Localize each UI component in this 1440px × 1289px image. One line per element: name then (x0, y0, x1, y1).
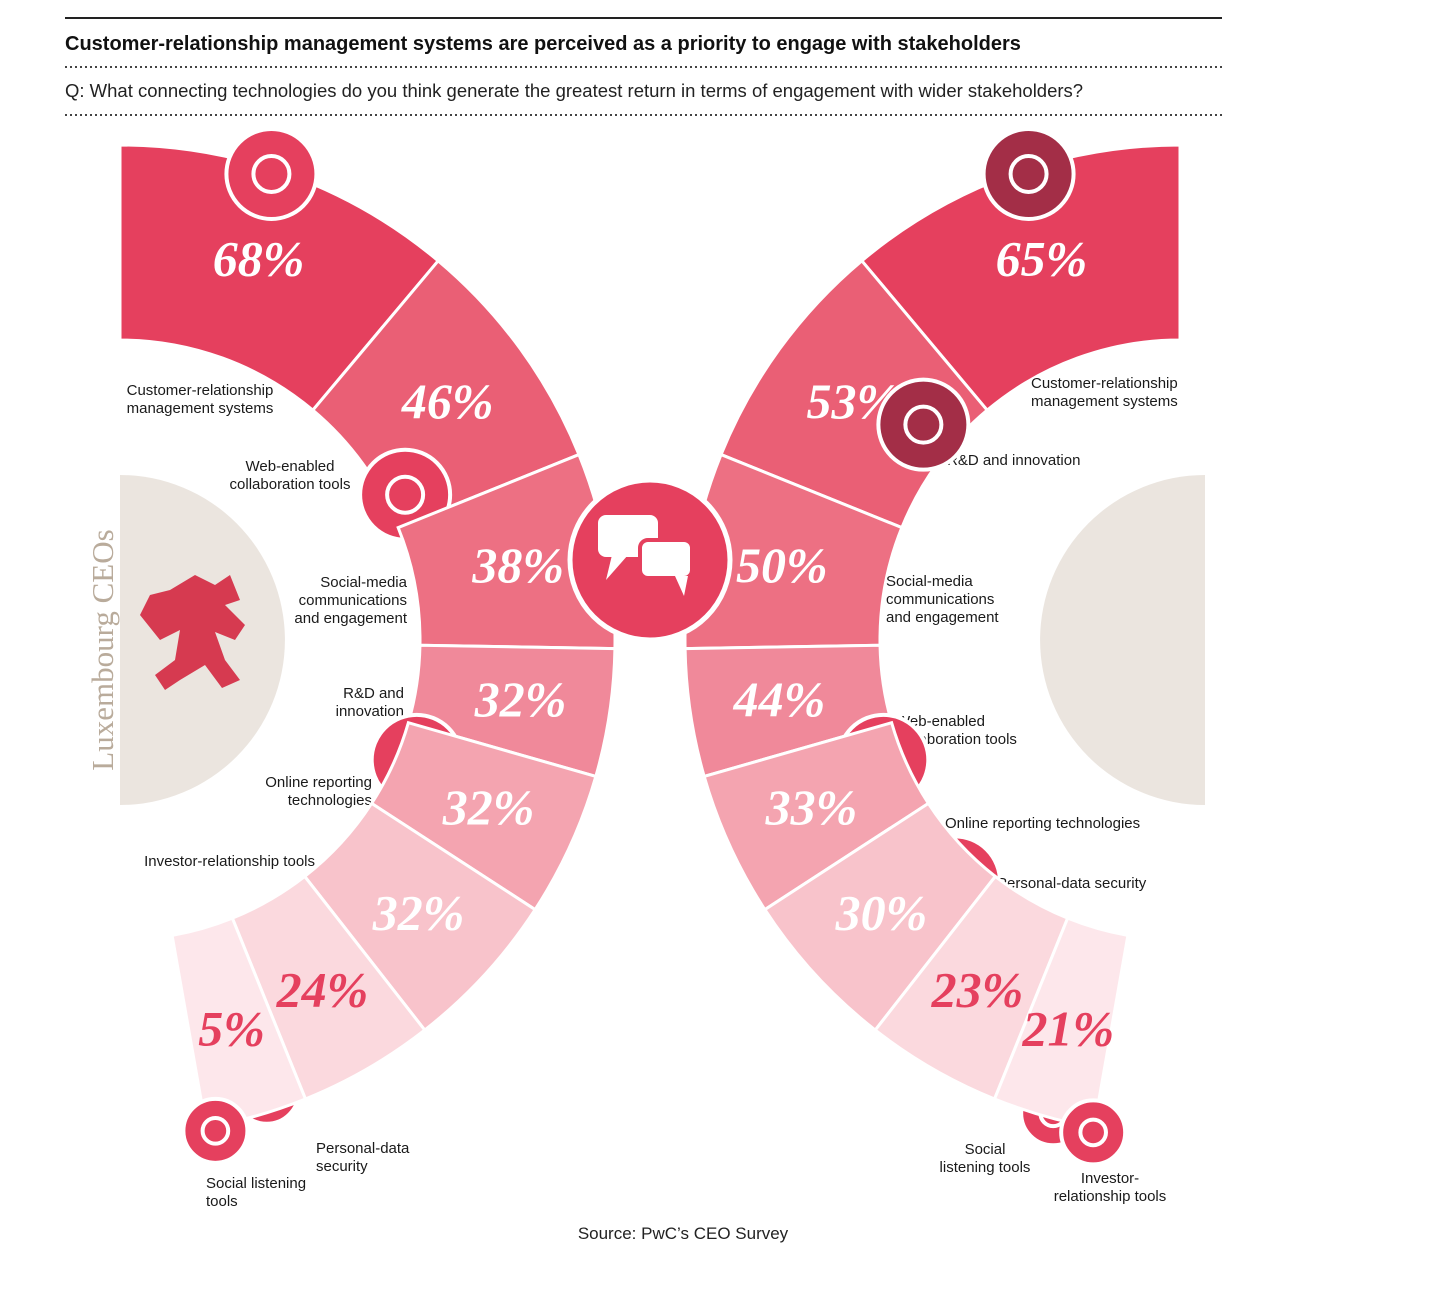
label-line: Social (965, 1141, 1006, 1158)
label-line: management systems (127, 400, 274, 417)
label-line: Investor-relationship tools (144, 853, 315, 870)
segment (170, 916, 308, 1130)
label-line: Social listening (206, 1175, 306, 1192)
label-line: listening tools (940, 1159, 1031, 1176)
label-line: innovation (336, 703, 404, 720)
icon-glyph (1008, 153, 1049, 194)
label-line: R&D and (343, 685, 404, 702)
lion (140, 575, 245, 690)
right-half-circle (1040, 475, 1205, 805)
item-label: Personal-data security (997, 875, 1147, 892)
item-label: Investor-relationship tools (1054, 1170, 1167, 1205)
label-line: Social-media (320, 574, 407, 591)
percentage: 32% (442, 779, 535, 835)
icon-glyph (1078, 1117, 1108, 1148)
label-line: security (316, 1158, 368, 1175)
item-label: Personal-data security (316, 1140, 410, 1175)
percentage: 38% (471, 537, 564, 593)
percentage: 33% (765, 779, 858, 835)
segment (992, 916, 1130, 1130)
icon-glyph (200, 1116, 231, 1146)
source: Source: PwC’s CEO Survey (578, 1224, 789, 1243)
icon (224, 126, 319, 221)
percentage: 44% (733, 671, 826, 727)
percentage: 68% (213, 230, 305, 286)
label-line: communications (299, 592, 407, 609)
percentage: 65% (996, 230, 1088, 286)
title: Customer-relationship management systems… (65, 33, 1021, 55)
label-line: Customer-relationship (127, 382, 274, 399)
label-line: and engagement (886, 609, 999, 626)
icon-circle (1059, 1098, 1128, 1167)
icon-glyph (251, 153, 292, 194)
icon (876, 377, 971, 472)
label-line: tools (206, 1193, 238, 1210)
icon-circle (181, 1096, 250, 1165)
label-line: Social-media (886, 573, 973, 590)
center-icon (567, 477, 733, 643)
icon (981, 126, 1076, 221)
percentage: 46% (401, 373, 494, 429)
icon-circle (981, 126, 1076, 221)
label-line: Web-enabled (246, 458, 335, 475)
item-label: R&D and innovation (336, 685, 404, 720)
item-label: Customer-relationship management systems (127, 382, 274, 417)
label-line: Online reporting (265, 774, 372, 791)
item-label: Web-enabled collaboration tools (230, 458, 351, 493)
icon (181, 1096, 250, 1165)
label-line: Web-enabled (896, 713, 985, 730)
label-line: communications (886, 591, 994, 608)
icon-glyph (903, 404, 944, 445)
percentage: 32% (372, 885, 465, 941)
icon-glyph (385, 474, 426, 515)
percentage: 23% (931, 962, 1024, 1018)
percentage: 24% (276, 962, 369, 1018)
label-line: relationship tools (1054, 1188, 1167, 1205)
label-line: management systems (1031, 393, 1178, 410)
label-line: Personal-data security (997, 875, 1147, 892)
label-line: collaboration tools (230, 476, 351, 493)
item-label: R&D and innovation (947, 452, 1080, 469)
question: Q: What connecting technologies do you t… (65, 80, 1083, 101)
percentage: 21% (1022, 1000, 1115, 1056)
item-label: Social-media communications and engagement (294, 574, 407, 627)
item-label: Customer-relationship management systems (1031, 375, 1178, 410)
item-label: Social-media communications and engagement (886, 573, 999, 626)
label-line: Online reporting technologies (945, 815, 1140, 832)
item-label: Social listening tools (940, 1141, 1031, 1176)
percentage: 5% (198, 1000, 265, 1056)
item-label: Online reporting technologies (945, 815, 1140, 832)
percentage: 50% (736, 537, 828, 593)
icon-circle (876, 377, 971, 472)
panel-label: Luxembourg CEOs (85, 529, 120, 770)
label-line: R&D and innovation (947, 452, 1080, 469)
label-line: technologies (288, 792, 372, 809)
item-label: Investor-relationship tools (144, 853, 315, 870)
item-label: Social listening tools (206, 1175, 306, 1210)
label-line: Investor- (1081, 1170, 1139, 1187)
item-label: Online reporting technologies (265, 774, 372, 809)
label-line: Personal-data (316, 1140, 410, 1157)
percentage: 32% (474, 671, 567, 727)
icon (1059, 1098, 1128, 1167)
percentage: 30% (835, 885, 928, 941)
label-line: and engagement (294, 610, 407, 627)
label-line: Customer-relationship (1031, 375, 1178, 392)
icon-circle (224, 126, 319, 221)
